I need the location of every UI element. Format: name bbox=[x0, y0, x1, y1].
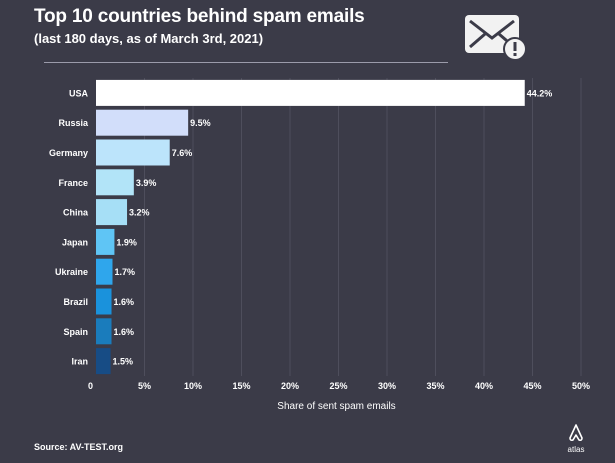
bar bbox=[96, 139, 170, 166]
category-label: Ukraine bbox=[55, 267, 88, 277]
bar bbox=[96, 318, 112, 345]
bar bbox=[96, 258, 113, 285]
bar bbox=[96, 288, 112, 315]
category-label: Russia bbox=[58, 118, 89, 128]
category-label: Japan bbox=[62, 237, 88, 247]
x-tick-label: 20% bbox=[281, 381, 299, 391]
bar bbox=[96, 79, 525, 106]
x-tick-label: 10% bbox=[184, 381, 202, 391]
value-label: 44.2% bbox=[527, 88, 553, 98]
x-tick-label: 40% bbox=[475, 381, 493, 391]
category-label: USA bbox=[69, 88, 89, 98]
x-axis-title: Share of sent spam emails bbox=[277, 401, 395, 412]
value-label: 1.6% bbox=[114, 297, 135, 307]
x-tick-label: 25% bbox=[329, 381, 347, 391]
value-label: 3.9% bbox=[136, 178, 157, 188]
value-label: 9.5% bbox=[190, 118, 211, 128]
category-label: Germany bbox=[49, 148, 88, 158]
x-tick-label: 30% bbox=[378, 381, 396, 391]
logo-text: atlas bbox=[567, 445, 585, 454]
category-label: France bbox=[58, 178, 88, 188]
envelope-warning-icon bbox=[464, 14, 530, 67]
bar bbox=[96, 199, 128, 226]
bar bbox=[96, 109, 189, 136]
x-tick-label: 45% bbox=[523, 381, 541, 391]
value-label: 1.7% bbox=[114, 267, 135, 277]
bar bbox=[96, 348, 111, 375]
category-label: Spain bbox=[63, 327, 88, 337]
category-label: Iran bbox=[71, 357, 88, 367]
x-tick-label: 35% bbox=[426, 381, 444, 391]
atlas-logo-icon: atlas bbox=[564, 424, 588, 454]
chart-title: Top 10 countries behind spam emails bbox=[34, 6, 365, 27]
x-tick-label: 5% bbox=[138, 381, 151, 391]
chart-subtitle: (last 180 days, as of March 3rd, 2021) bbox=[34, 31, 264, 46]
value-label: 3.2% bbox=[129, 208, 150, 218]
value-label: 1.5% bbox=[113, 357, 134, 367]
x-tick-label: 0 bbox=[88, 381, 93, 391]
category-label: China bbox=[63, 208, 89, 218]
bar bbox=[96, 228, 115, 255]
title-divider bbox=[44, 62, 448, 63]
value-label: 7.6% bbox=[172, 148, 193, 158]
x-tick-label: 50% bbox=[572, 381, 590, 391]
x-tick-label: 15% bbox=[232, 381, 250, 391]
value-label: 1.6% bbox=[114, 327, 135, 337]
value-label: 1.9% bbox=[116, 237, 137, 247]
category-label: Brazil bbox=[63, 297, 88, 307]
bar bbox=[96, 169, 134, 196]
source-note: Source: AV-TEST.org bbox=[34, 442, 124, 452]
